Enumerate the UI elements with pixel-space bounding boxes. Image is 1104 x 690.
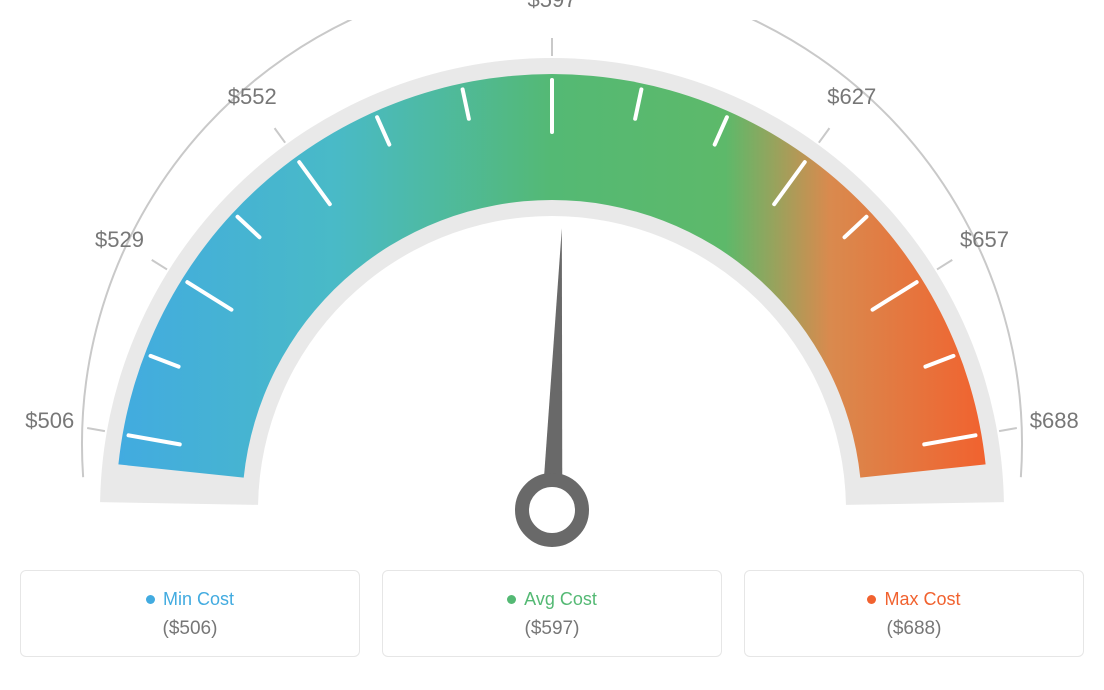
legend-card-max: Max Cost ($688) [744,570,1084,657]
legend-value: ($597) [525,618,580,640]
legend-label: Avg Cost [524,589,597,610]
gauge-tick-label: $529 [95,227,144,253]
legend-dot-avg [507,595,516,604]
legend-value: ($506) [163,618,218,640]
legend-label-row: Avg Cost [507,589,597,610]
gauge-svg [20,20,1084,550]
gauge-tick-label: $627 [827,84,876,110]
legend-label-row: Max Cost [867,589,960,610]
legend-label: Max Cost [884,589,960,610]
legend-card-avg: Avg Cost ($597) [382,570,722,657]
legend-dot-min [146,595,155,604]
gauge-tick-label: $552 [228,84,277,110]
gauge-tick-label: $597 [528,0,577,13]
legend-label: Min Cost [163,589,234,610]
gauge-tick-label: $657 [960,227,1009,253]
legend-label-row: Min Cost [146,589,234,610]
legend-card-min: Min Cost ($506) [20,570,360,657]
gauge-tick-label: $506 [25,408,74,434]
cost-gauge: $506$529$552$597$627$657$688 [20,20,1084,550]
legend-dot-max [867,595,876,604]
legend-row: Min Cost ($506) Avg Cost ($597) Max Cost ($68… [20,570,1084,657]
gauge-tick-label: $688 [1030,408,1079,434]
legend-value: ($688) [887,618,942,640]
